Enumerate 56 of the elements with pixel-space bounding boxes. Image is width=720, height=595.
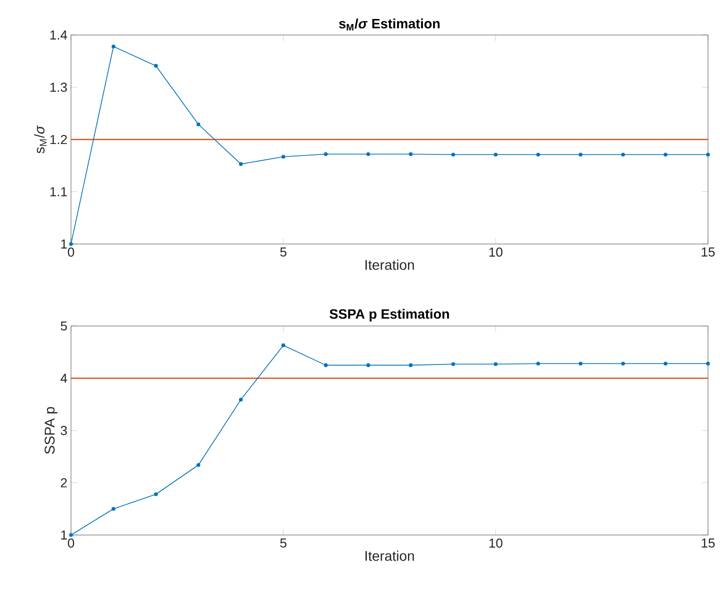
point [112, 506, 116, 511]
point [664, 152, 668, 157]
point [451, 362, 456, 366]
point [621, 152, 625, 157]
point [112, 44, 116, 48]
y-tick-label: 1.3 [50, 82, 67, 92]
point [408, 152, 413, 156]
x-tick-label: 0 [68, 248, 74, 257]
x-tick-label: 10 [489, 248, 502, 257]
x-tick-label: 5 [280, 248, 286, 257]
y-tick-label: 2 [60, 478, 67, 488]
point [536, 152, 540, 157]
point [69, 533, 73, 537]
point [408, 363, 413, 368]
point [324, 152, 328, 156]
point [238, 398, 243, 402]
point [69, 242, 73, 246]
y-tick-label: 1.1 [50, 187, 67, 196]
point [366, 152, 370, 156]
point [664, 362, 668, 366]
y-tick-label: 5 [60, 321, 67, 331]
point [451, 152, 456, 157]
y-axis-title: s$_{M}$/σ [34, 125, 47, 154]
point [494, 152, 498, 157]
point [281, 343, 286, 348]
point [706, 362, 710, 366]
point [154, 64, 158, 68]
x-tick-label: 0 [68, 538, 74, 548]
x-axis-title: Iteration [365, 260, 414, 270]
point [196, 463, 200, 467]
y-tick-label: 1 [61, 240, 67, 248]
point [621, 362, 625, 366]
y-tick-label: 1.4 [50, 30, 68, 40]
point [578, 362, 583, 366]
point [196, 122, 200, 126]
point [536, 362, 540, 366]
y-axis-title: SSPA p [44, 407, 58, 454]
x-tick-label: 15 [702, 248, 715, 257]
chart-title: SSPA p Estimation [330, 308, 449, 322]
point [238, 162, 243, 166]
x-tick-label: 15 [702, 538, 715, 548]
x-axis-title: Iteration [365, 550, 414, 561]
point [366, 363, 370, 368]
point [154, 492, 158, 496]
point [706, 152, 710, 157]
x-tick-label: 10 [489, 538, 502, 548]
y-tick-label: 3 [60, 426, 67, 436]
y-tick-label: 4 [60, 374, 68, 383]
y-tick-label: 1.2 [50, 134, 67, 144]
point [494, 362, 498, 366]
point [281, 154, 286, 159]
x-tick-label: 5 [280, 538, 286, 548]
point [324, 363, 328, 368]
y-tick-label: 1 [61, 530, 67, 540]
point [578, 152, 583, 157]
chart-title: s$_{M}$/σ Estimation [339, 18, 440, 30]
